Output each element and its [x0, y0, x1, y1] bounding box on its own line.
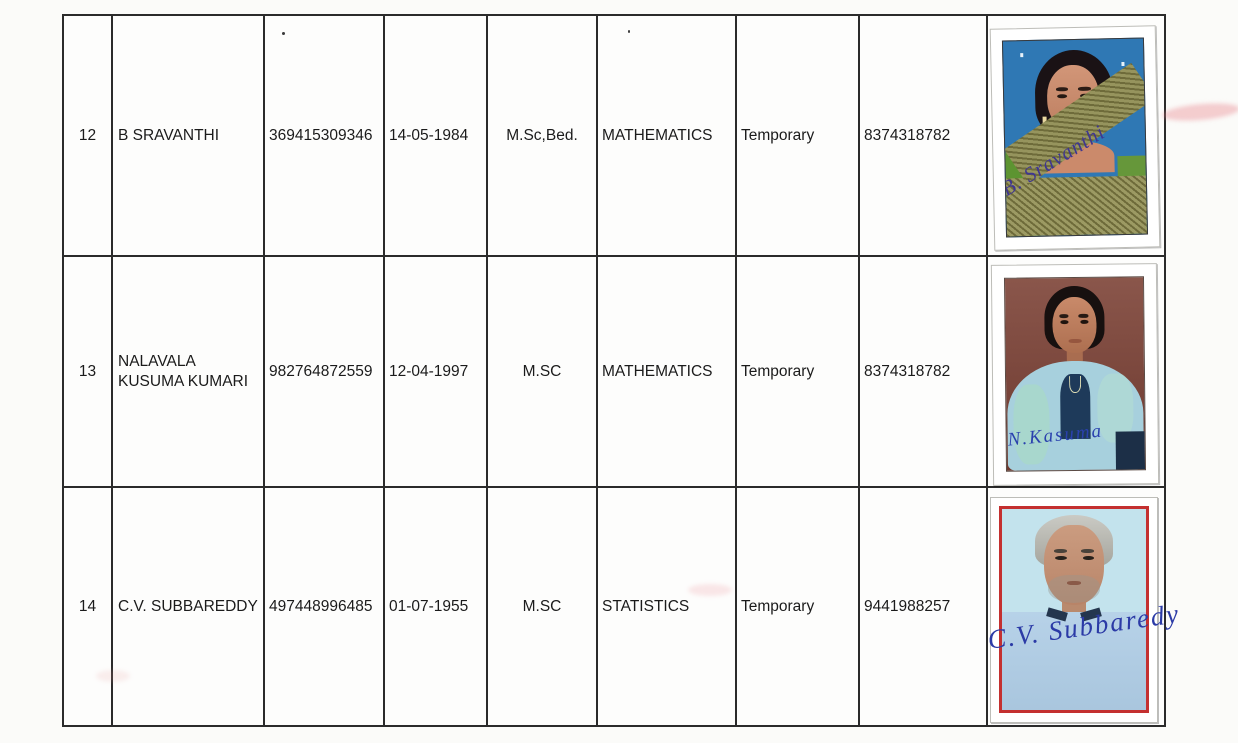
- cell-qualification: M.SC: [488, 257, 598, 488]
- portrait-face: [1043, 525, 1105, 606]
- portrait-eyebrow: [1078, 314, 1089, 318]
- portrait-photo: B. Sravanthi: [1001, 37, 1149, 238]
- portrait-stubble: [1048, 575, 1100, 604]
- scan-smudge: [96, 670, 130, 682]
- portrait-shadow: [1115, 430, 1145, 470]
- portrait-shirt: [1002, 611, 1146, 710]
- portrait-eye: [1082, 556, 1095, 561]
- cell-name: NALAVALA KUSUMA KUMARI: [113, 257, 265, 488]
- cell-qualification: M.Sc,Bed.: [488, 16, 598, 257]
- photo-frame: N.Kasuma: [990, 263, 1160, 486]
- cell-photo: B. Sravanthi: [988, 16, 1164, 257]
- scan-speck: [282, 32, 285, 35]
- cell-id-number: 369415309346: [265, 16, 385, 257]
- cell-phone: 8374318782: [860, 16, 988, 257]
- photo-frame: [990, 497, 1158, 723]
- portrait-mouth: [1066, 581, 1082, 585]
- photo-frame: B. Sravanthi: [989, 25, 1161, 251]
- cell-id-number: 497448996485: [265, 488, 385, 725]
- cell-status: Temporary: [737, 257, 860, 488]
- portrait-eyebrow: [1059, 314, 1069, 319]
- cell-phone: 9441988257: [860, 488, 988, 725]
- cell-id-number: 982764872559: [265, 257, 385, 488]
- portrait-photo: [999, 506, 1149, 713]
- cell-serial-number: 12: [64, 16, 113, 257]
- scan-speck: [628, 30, 630, 33]
- cell-serial-number: 14: [64, 488, 113, 725]
- portrait-eyebrow: [1081, 549, 1095, 554]
- cell-photo: N.Kasuma: [988, 257, 1164, 488]
- scan-smudge: [1161, 100, 1238, 124]
- cell-qualification: M.SC: [488, 488, 598, 725]
- cell-subject: MATHEMATICS: [598, 16, 737, 257]
- photo-speck: [1020, 52, 1024, 57]
- portrait-eyebrow: [1053, 549, 1067, 554]
- cell-dob: 14-05-1984: [385, 16, 488, 257]
- cell-dob: 12-04-1997: [385, 257, 488, 488]
- cell-serial-number: 13: [64, 257, 113, 488]
- cell-status: Temporary: [737, 16, 860, 257]
- portrait-photo: N.Kasuma: [1003, 276, 1147, 472]
- portrait-eye: [1055, 556, 1067, 561]
- staff-table: 12 B SRAVANTHI 369415309346 14-05-1984 M…: [62, 14, 1166, 727]
- cell-subject: STATISTICS: [598, 488, 737, 725]
- portrait-eyebrow: [1055, 86, 1069, 92]
- scan-smudge: [688, 584, 732, 596]
- cell-name: B SRAVANTHI: [113, 16, 265, 257]
- portrait-eye: [1060, 320, 1069, 324]
- cell-dob: 01-07-1955: [385, 488, 488, 725]
- cell-phone: 8374318782: [860, 257, 988, 488]
- cell-photo: [988, 488, 1164, 725]
- photo-speck: [1121, 62, 1125, 67]
- portrait-chain: [1069, 375, 1081, 394]
- cell-status: Temporary: [737, 488, 860, 725]
- portrait-eye: [1079, 320, 1089, 324]
- portrait-mouth: [1069, 339, 1082, 343]
- portrait-eye: [1057, 93, 1068, 98]
- portrait-face: [1052, 296, 1097, 354]
- cell-subject: MATHEMATICS: [598, 257, 737, 488]
- cell-name: C.V. SUBBAREDDY: [113, 488, 265, 725]
